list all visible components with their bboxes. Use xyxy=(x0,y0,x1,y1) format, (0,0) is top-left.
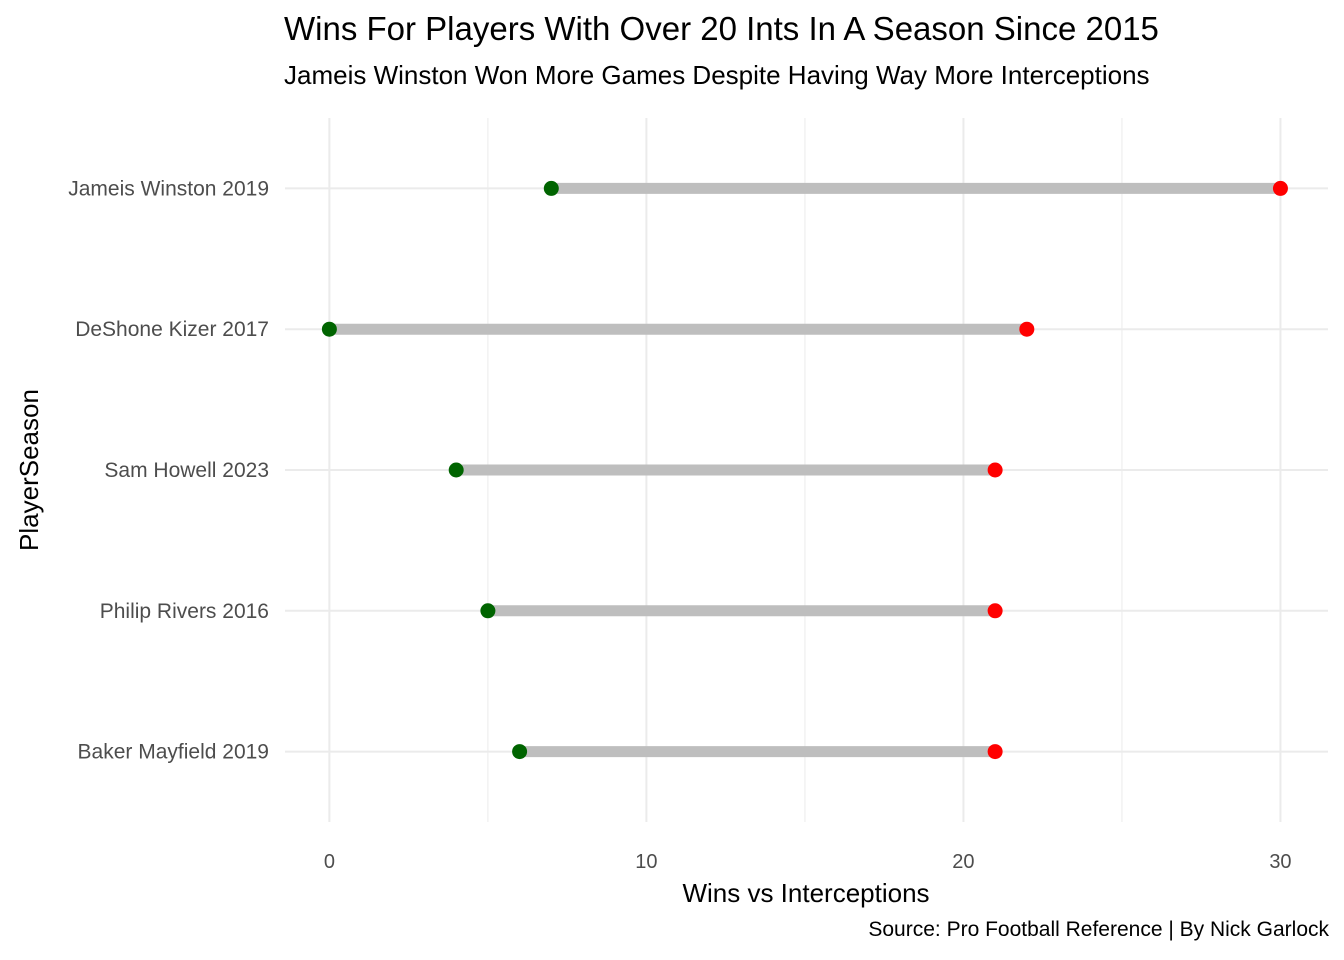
category-label: Sam Howell 2023 xyxy=(104,459,269,482)
interceptions-point xyxy=(987,462,1003,478)
x-tick-label: 10 xyxy=(635,851,657,873)
category-label: DeShone Kizer 2017 xyxy=(75,318,269,341)
dumbbell-segments xyxy=(329,182,1281,758)
x-tick-label: 30 xyxy=(1269,851,1291,873)
category-labels: Jameis Winston 2019 DeShone Kizer 2017 Sam… xyxy=(68,177,269,763)
interceptions-point xyxy=(1019,321,1035,337)
chart-subtitle: Jameis Winston Won More Games Despite Ha… xyxy=(284,60,1150,90)
chart-caption: Source: Pro Football Reference | By Nick… xyxy=(868,918,1329,941)
wins-point xyxy=(543,180,559,196)
category-label: Philip Rivers 2016 xyxy=(100,600,269,623)
y-axis-title: PlayerSeason xyxy=(14,389,44,551)
dumbbell-points xyxy=(321,180,1288,760)
wins-point xyxy=(321,321,337,337)
interceptions-point xyxy=(987,603,1003,619)
chart-title: Wins For Players With Over 20 Ints In A … xyxy=(284,10,1159,47)
x-tick-label: 20 xyxy=(952,851,974,873)
wins-point xyxy=(512,744,528,760)
category-label: Baker Mayfield 2019 xyxy=(78,741,269,764)
interceptions-point xyxy=(1272,180,1288,196)
x-tick-labels: 0 10 20 30 xyxy=(324,851,1292,873)
interceptions-point xyxy=(987,744,1003,760)
category-label: Jameis Winston 2019 xyxy=(68,177,269,200)
x-axis-title: Wins vs Interceptions xyxy=(682,878,929,908)
x-tick-label: 0 xyxy=(324,851,335,873)
wins-point xyxy=(448,462,464,478)
wins-point xyxy=(480,603,496,619)
